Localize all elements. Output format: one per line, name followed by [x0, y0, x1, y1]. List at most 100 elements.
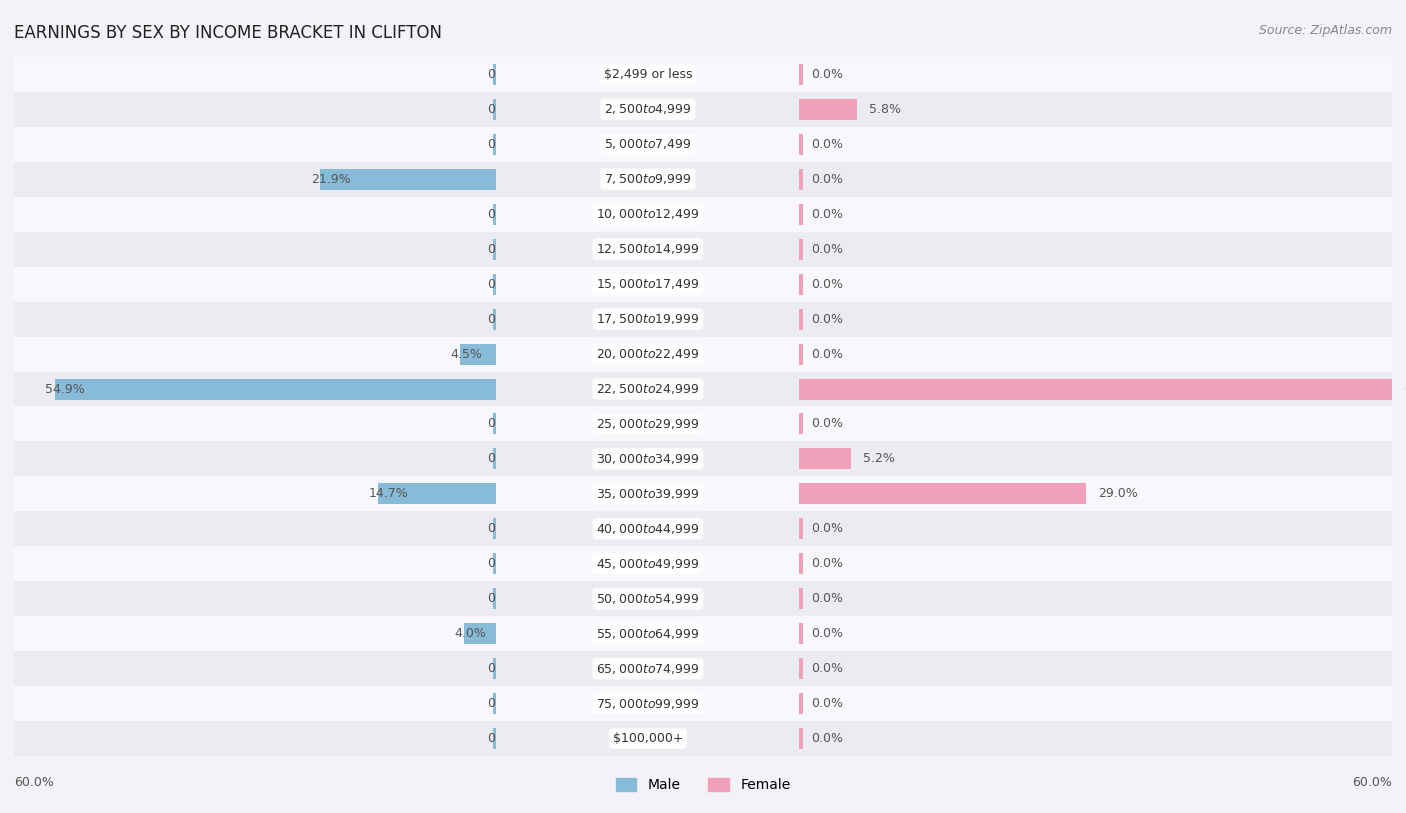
Bar — [0, 232, 1406, 267]
Bar — [494, 693, 496, 714]
Text: $7,500 to $9,999: $7,500 to $9,999 — [605, 172, 692, 186]
Text: $17,500 to $19,999: $17,500 to $19,999 — [596, 312, 700, 326]
Text: 0.0%: 0.0% — [811, 523, 844, 535]
Bar — [494, 589, 496, 609]
Bar — [0, 651, 1406, 686]
Text: 0.0%: 0.0% — [811, 558, 844, 570]
Bar — [0, 406, 1406, 441]
Bar — [0, 57, 1406, 92]
Text: 60.0%: 60.0% — [1353, 776, 1392, 789]
Bar — [0, 476, 1406, 511]
Text: $25,000 to $29,999: $25,000 to $29,999 — [596, 417, 700, 431]
Bar — [800, 659, 803, 679]
Text: $45,000 to $49,999: $45,000 to $49,999 — [596, 557, 700, 571]
Bar — [800, 379, 1392, 399]
Bar — [494, 309, 496, 329]
Text: 0.0%: 0.0% — [486, 243, 519, 255]
Text: 4.0%: 4.0% — [454, 628, 486, 640]
Bar — [800, 728, 803, 749]
Text: $12,500 to $14,999: $12,500 to $14,999 — [596, 242, 700, 256]
Text: 0.0%: 0.0% — [811, 138, 844, 150]
Bar — [0, 686, 1406, 721]
Bar — [800, 309, 803, 329]
Bar — [55, 379, 496, 399]
Text: 0.0%: 0.0% — [811, 313, 844, 325]
Bar — [0, 511, 1406, 546]
Text: 54.9%: 54.9% — [45, 383, 86, 395]
Bar — [0, 616, 1406, 651]
Bar — [0, 302, 1406, 337]
Bar — [0, 686, 1406, 721]
Bar — [0, 337, 1406, 372]
Bar — [0, 92, 1406, 127]
Bar — [800, 239, 803, 259]
Bar — [0, 441, 1406, 476]
Bar — [0, 127, 1406, 162]
Bar — [800, 693, 803, 714]
Text: 0.0%: 0.0% — [486, 68, 519, 80]
Bar — [0, 267, 1406, 302]
Bar — [800, 589, 803, 609]
Bar — [0, 372, 1406, 406]
Bar — [0, 337, 1406, 372]
Text: 0.0%: 0.0% — [486, 103, 519, 115]
Bar — [800, 449, 851, 469]
Bar — [494, 449, 496, 469]
Bar — [0, 92, 1406, 127]
Text: 14.7%: 14.7% — [368, 488, 408, 500]
Bar — [800, 554, 803, 574]
Legend: Male, Female: Male, Female — [610, 773, 796, 798]
Text: 0.0%: 0.0% — [486, 138, 519, 150]
Bar — [494, 554, 496, 574]
Text: 5.2%: 5.2% — [863, 453, 894, 465]
Bar — [494, 134, 496, 154]
Bar — [0, 476, 1406, 511]
Text: 0.0%: 0.0% — [486, 453, 519, 465]
Text: 0.0%: 0.0% — [811, 68, 844, 80]
Bar — [0, 267, 1406, 302]
Text: 0.0%: 0.0% — [811, 208, 844, 220]
Bar — [494, 659, 496, 679]
Bar — [800, 624, 803, 644]
Bar — [494, 274, 496, 294]
Bar — [0, 197, 1406, 232]
Bar — [0, 581, 1406, 616]
Bar — [800, 274, 803, 294]
Bar — [494, 99, 496, 120]
Text: 60.0%: 60.0% — [1403, 383, 1406, 395]
Bar — [494, 728, 496, 749]
Text: $10,000 to $12,499: $10,000 to $12,499 — [596, 207, 700, 221]
Bar — [0, 127, 1406, 162]
Bar — [0, 616, 1406, 651]
Bar — [0, 57, 1406, 92]
Bar — [800, 414, 803, 434]
Text: 60.0%: 60.0% — [14, 776, 53, 789]
Bar — [0, 721, 1406, 756]
Text: 0.0%: 0.0% — [811, 418, 844, 430]
Text: $50,000 to $54,999: $50,000 to $54,999 — [596, 592, 700, 606]
Text: $2,499 or less: $2,499 or less — [603, 68, 692, 80]
Bar — [0, 686, 1406, 721]
Bar — [0, 372, 1406, 406]
Bar — [0, 581, 1406, 616]
Bar — [0, 302, 1406, 337]
Text: 0.0%: 0.0% — [811, 348, 844, 360]
Text: 0.0%: 0.0% — [811, 663, 844, 675]
Text: 0.0%: 0.0% — [486, 733, 519, 745]
Bar — [0, 337, 1406, 372]
Text: $100,000+: $100,000+ — [613, 733, 683, 745]
Bar — [0, 302, 1406, 337]
Bar — [460, 344, 496, 364]
Text: 0.0%: 0.0% — [486, 593, 519, 605]
Bar — [800, 169, 803, 189]
Text: 29.0%: 29.0% — [1098, 488, 1137, 500]
Bar — [800, 134, 803, 154]
Bar — [0, 651, 1406, 686]
Bar — [0, 721, 1406, 756]
Text: $55,000 to $64,999: $55,000 to $64,999 — [596, 627, 700, 641]
Bar — [0, 441, 1406, 476]
Text: 0.0%: 0.0% — [486, 523, 519, 535]
Text: 0.0%: 0.0% — [486, 418, 519, 430]
Bar — [321, 169, 496, 189]
Bar — [0, 57, 1406, 92]
